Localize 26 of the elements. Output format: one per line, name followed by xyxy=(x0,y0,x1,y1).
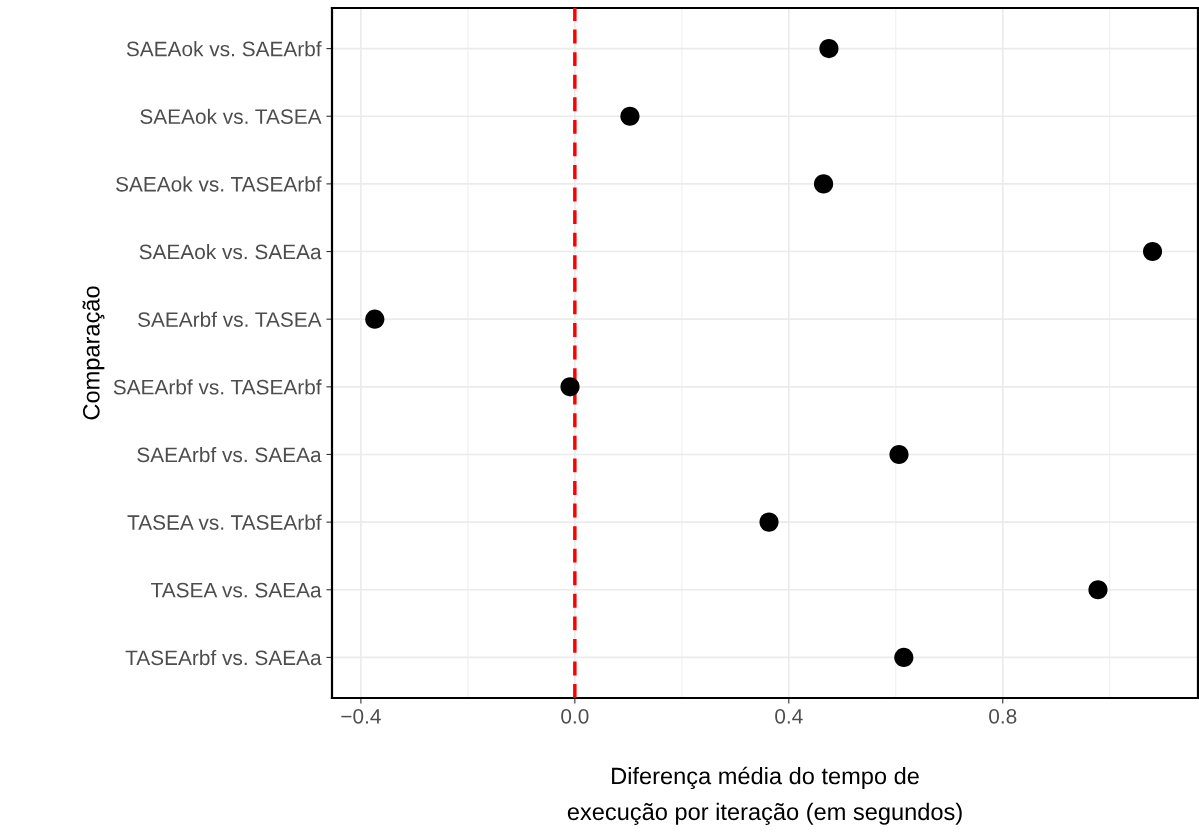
y-axis-title: Comparação xyxy=(82,286,105,420)
point xyxy=(365,309,385,329)
y-tick-label: SAEAok vs. TASEA xyxy=(140,108,322,124)
y-tick-label: TASEArbf vs. SAEAa xyxy=(125,649,322,666)
point xyxy=(560,377,580,397)
x-tick-label: −0.4 xyxy=(341,708,381,724)
y-tick-label: SAEAok vs. SAEArbf xyxy=(126,41,322,57)
point xyxy=(894,647,914,667)
x-tick-label: 0.0 xyxy=(561,708,589,724)
point xyxy=(814,174,834,194)
y-tick-label: SAEArbf vs. TASEA xyxy=(138,311,322,327)
point xyxy=(1088,580,1108,600)
y-tick-label: TASEA vs. SAEAa xyxy=(151,582,322,598)
y-tick-label: TASEA vs. TASEArbf xyxy=(127,514,322,530)
point xyxy=(1142,241,1163,262)
point xyxy=(889,444,909,465)
point xyxy=(620,106,640,126)
y-tick-label: SAEAok vs. SAEAa xyxy=(139,243,322,260)
point xyxy=(759,512,779,532)
point xyxy=(819,39,839,59)
y-tick-label: SAEAok vs. TASEArbf xyxy=(116,176,322,192)
x-tick-label: 0.4 xyxy=(775,708,803,724)
y-tick-label: SAEArbf vs. SAEAa xyxy=(137,446,322,463)
x-tick-label: 0.8 xyxy=(989,708,1017,724)
x-axis-title: Diferença média do tempo de execução por iteração (em segundos) xyxy=(567,766,962,825)
y-tick-label: SAEArbf vs. TASEArbf xyxy=(113,379,322,395)
